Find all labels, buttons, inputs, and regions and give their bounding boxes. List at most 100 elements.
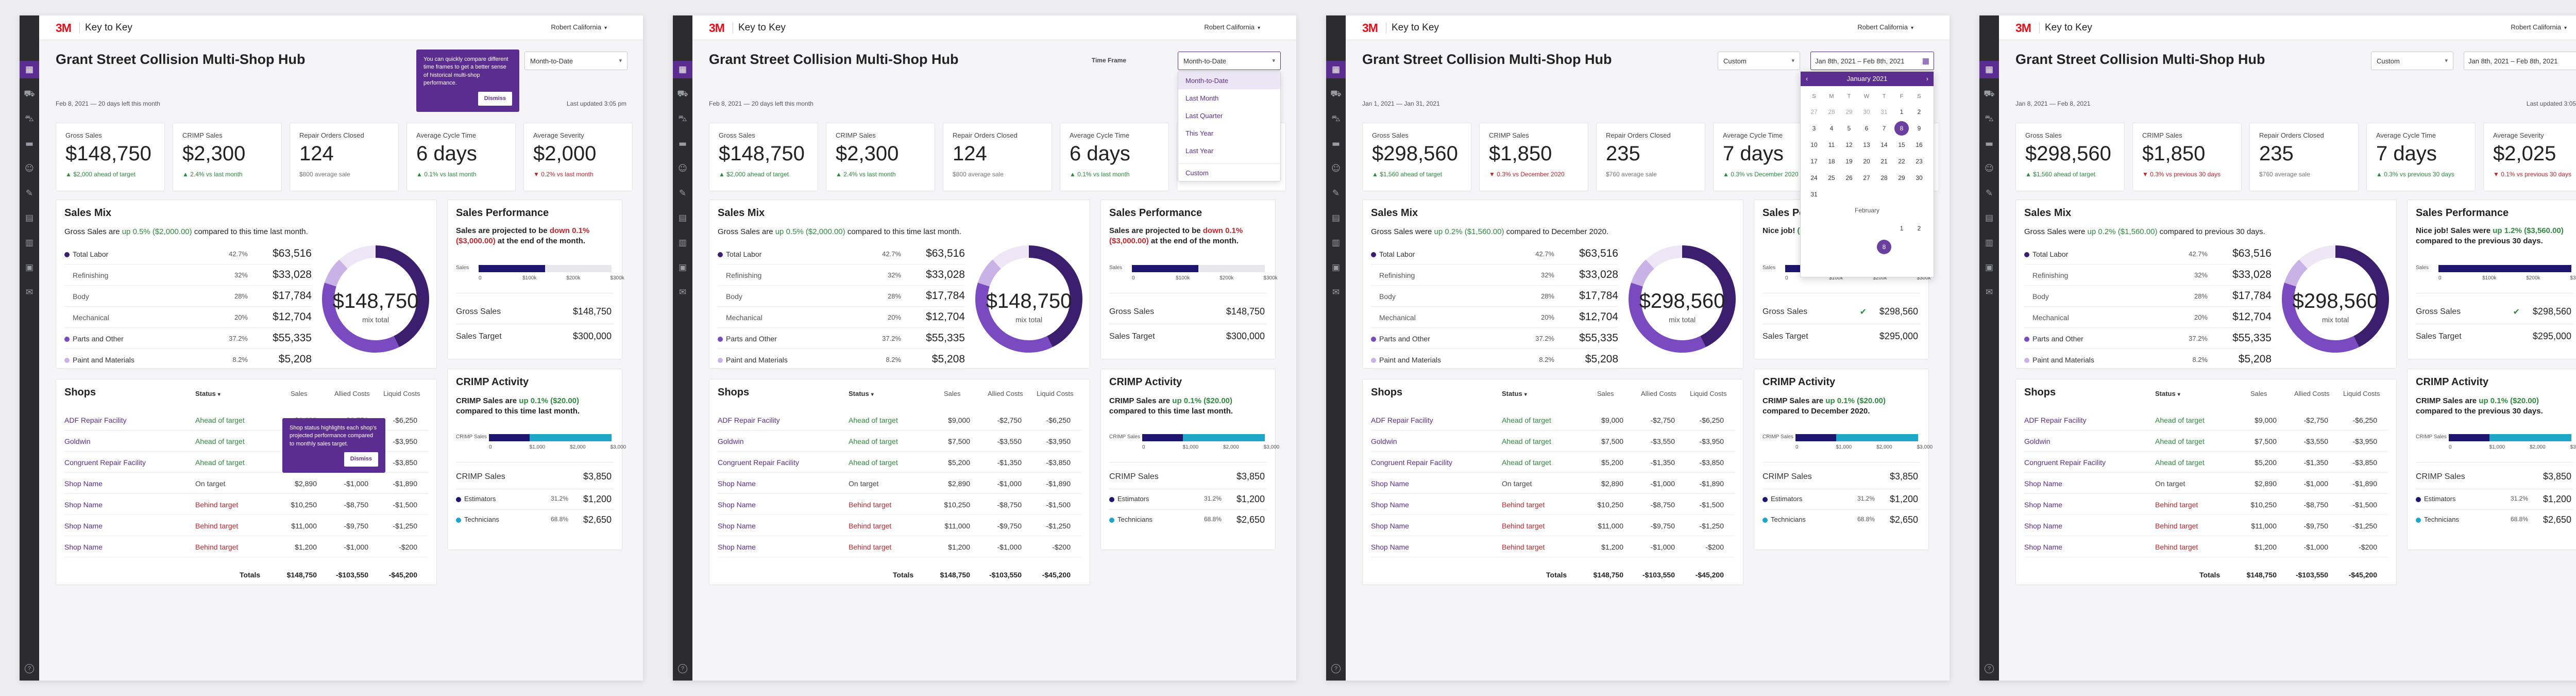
shop-name-link[interactable]: Shop Name xyxy=(718,543,756,551)
calendar-day[interactable]: 17 xyxy=(1810,158,1818,165)
dashboard-icon[interactable]: ▦ xyxy=(673,61,692,78)
calendar-day[interactable]: 4 xyxy=(1829,125,1834,132)
menu-item[interactable]: Last Quarter xyxy=(1178,107,1280,124)
shop-name-link[interactable]: Goldwin xyxy=(2024,437,2050,445)
mail-icon[interactable]: ✉ xyxy=(1332,287,1340,297)
shop-name-link[interactable]: Goldwin xyxy=(718,437,744,445)
menu-item[interactable]: Last Year xyxy=(1178,142,1280,159)
calendar-day[interactable]: 22 xyxy=(1898,158,1905,165)
shop-name-link[interactable]: Shop Name xyxy=(1371,522,1409,530)
menu-item[interactable]: This Year xyxy=(1178,124,1280,142)
status-sort-header[interactable]: Status ▾ xyxy=(2155,390,2180,397)
calendar-day[interactable]: 26 xyxy=(1845,174,1853,181)
chart-icon[interactable]: ▥ xyxy=(25,238,34,248)
calendar-day[interactable]: 6 xyxy=(1865,125,1869,132)
calendar-day[interactable]: 30 xyxy=(1916,174,1923,181)
calendar-day[interactable]: 30 xyxy=(1863,108,1870,115)
shop-name-link[interactable]: Shop Name xyxy=(2024,501,2062,509)
chart-icon[interactable]: ▥ xyxy=(1985,238,1994,248)
calendar-day[interactable]: 27 xyxy=(1810,108,1818,115)
calendar-day[interactable]: 2 xyxy=(1917,108,1921,115)
grid-icon[interactable]: ▣ xyxy=(1331,262,1341,273)
calendar-day[interactable]: 9 xyxy=(1917,125,1921,132)
clipboard-icon[interactable]: ▤ xyxy=(1985,213,1994,223)
calendar-day[interactable]: 13 xyxy=(1863,141,1870,148)
calendar-day[interactable]: 8 xyxy=(1894,121,1909,136)
shop-name-link[interactable]: Shop Name xyxy=(718,501,756,509)
calendar-day[interactable]: 5 xyxy=(1847,125,1851,132)
dismiss-button[interactable]: Dismiss xyxy=(344,452,378,467)
shop-name-link[interactable]: ADF Repair Facility xyxy=(64,416,127,424)
help-icon[interactable]: ? xyxy=(25,664,34,673)
chart-icon[interactable]: ▥ xyxy=(678,238,687,248)
help-icon[interactable]: ? xyxy=(1331,664,1341,673)
shop-name-link[interactable]: Shop Name xyxy=(64,522,103,530)
shop-name-link[interactable]: Shop Name xyxy=(64,543,103,551)
car-icon[interactable]: ⛟ xyxy=(24,89,35,99)
vehicle-icon[interactable]: ▬ xyxy=(678,139,687,149)
shop-name-link[interactable]: Shop Name xyxy=(2024,522,2062,530)
calendar-day[interactable]: 23 xyxy=(1916,158,1923,165)
calendar-day[interactable]: 19 xyxy=(1845,158,1853,165)
person-icon[interactable]: ☺ xyxy=(25,163,34,174)
person-icon[interactable]: ☺ xyxy=(1985,163,1994,174)
menu-item[interactable]: Last Month xyxy=(1178,89,1280,107)
menu-item[interactable]: Custom xyxy=(1178,163,1280,181)
mail-icon[interactable]: ✉ xyxy=(1985,287,1993,297)
time-frame-select[interactable]: Custom ▾ xyxy=(1718,52,1800,70)
calendar-day[interactable]: 21 xyxy=(1880,158,1888,165)
date-range-input[interactable]: Jan 8th, 2021 – Feb 8th, 2021 ▦ xyxy=(1810,52,1934,70)
wrench-icon[interactable]: ✎ xyxy=(679,188,687,198)
grid-icon[interactable]: ▣ xyxy=(1985,262,1994,273)
user-menu[interactable]: Robert California ▾ xyxy=(1857,23,1913,31)
next-month-icon[interactable]: › xyxy=(1926,75,1928,82)
mail-icon[interactable]: ✉ xyxy=(25,287,33,297)
calendar-day[interactable]: 16 xyxy=(1916,141,1923,148)
calendar-day[interactable]: 24 xyxy=(1810,174,1818,181)
shop-name-link[interactable]: Congruent Repair Facility xyxy=(718,458,799,467)
person-icon[interactable]: ☺ xyxy=(678,163,687,174)
truck-icon[interactable]: ⛍ xyxy=(1331,113,1341,124)
shop-name-link[interactable]: Shop Name xyxy=(718,522,756,530)
shop-name-link[interactable]: Congruent Repair Facility xyxy=(1371,458,1452,467)
car-icon[interactable]: ⛟ xyxy=(1330,89,1342,99)
vehicle-icon[interactable]: ▬ xyxy=(1985,139,1994,149)
dashboard-icon[interactable]: ▦ xyxy=(20,61,39,78)
shop-name-link[interactable]: ADF Repair Facility xyxy=(1371,416,1433,424)
grid-icon[interactable]: ▣ xyxy=(678,262,687,273)
shop-name-link[interactable]: Shop Name xyxy=(718,479,756,488)
calendar-day[interactable]: 7 xyxy=(1882,125,1886,132)
calendar-day[interactable]: 2 xyxy=(1917,225,1921,232)
calendar-day[interactable]: 15 xyxy=(1898,141,1905,148)
vehicle-icon[interactable]: ▬ xyxy=(25,139,34,149)
truck-icon[interactable]: ⛍ xyxy=(678,113,687,124)
calendar-day[interactable]: 27 xyxy=(1863,174,1870,181)
calendar-day[interactable]: 11 xyxy=(1828,141,1835,148)
calendar-day[interactable]: 28 xyxy=(1880,174,1888,181)
chart-icon[interactable]: ▥ xyxy=(1331,238,1341,248)
user-menu[interactable]: Robert California ▾ xyxy=(1204,23,1260,31)
calendar-day[interactable]: 31 xyxy=(1810,191,1818,198)
prev-month-icon[interactable]: ‹ xyxy=(1806,75,1808,82)
shop-name-link[interactable]: ADF Repair Facility xyxy=(2024,416,2087,424)
calendar-day[interactable]: 12 xyxy=(1845,141,1853,148)
mail-icon[interactable]: ✉ xyxy=(679,287,687,297)
shop-name-link[interactable]: Shop Name xyxy=(1371,479,1409,488)
calendar-day[interactable]: 18 xyxy=(1828,158,1835,165)
calendar-day[interactable]: 29 xyxy=(1898,174,1905,181)
help-icon[interactable]: ? xyxy=(1985,664,1994,673)
shop-name-link[interactable]: Shop Name xyxy=(64,479,103,488)
calendar-day[interactable]: 25 xyxy=(1828,174,1835,181)
shop-name-link[interactable]: Shop Name xyxy=(2024,543,2062,551)
shop-name-link[interactable]: Shop Name xyxy=(1371,543,1409,551)
calendar-day[interactable]: 28 xyxy=(1828,108,1835,115)
time-frame-select[interactable]: Custom ▾ xyxy=(2371,52,2453,70)
car-icon[interactable]: ⛟ xyxy=(677,89,688,99)
menu-item[interactable]: Month-to-Date xyxy=(1178,72,1280,89)
wrench-icon[interactable]: ✎ xyxy=(1985,188,1993,198)
shop-name-link[interactable]: ADF Repair Facility xyxy=(718,416,780,424)
calendar-icon[interactable]: ▦ xyxy=(2575,56,2576,65)
calendar-day[interactable]: 1 xyxy=(1900,225,1904,232)
shop-name-link[interactable]: Congruent Repair Facility xyxy=(64,458,146,467)
user-menu[interactable]: Robert California ▾ xyxy=(551,23,607,31)
